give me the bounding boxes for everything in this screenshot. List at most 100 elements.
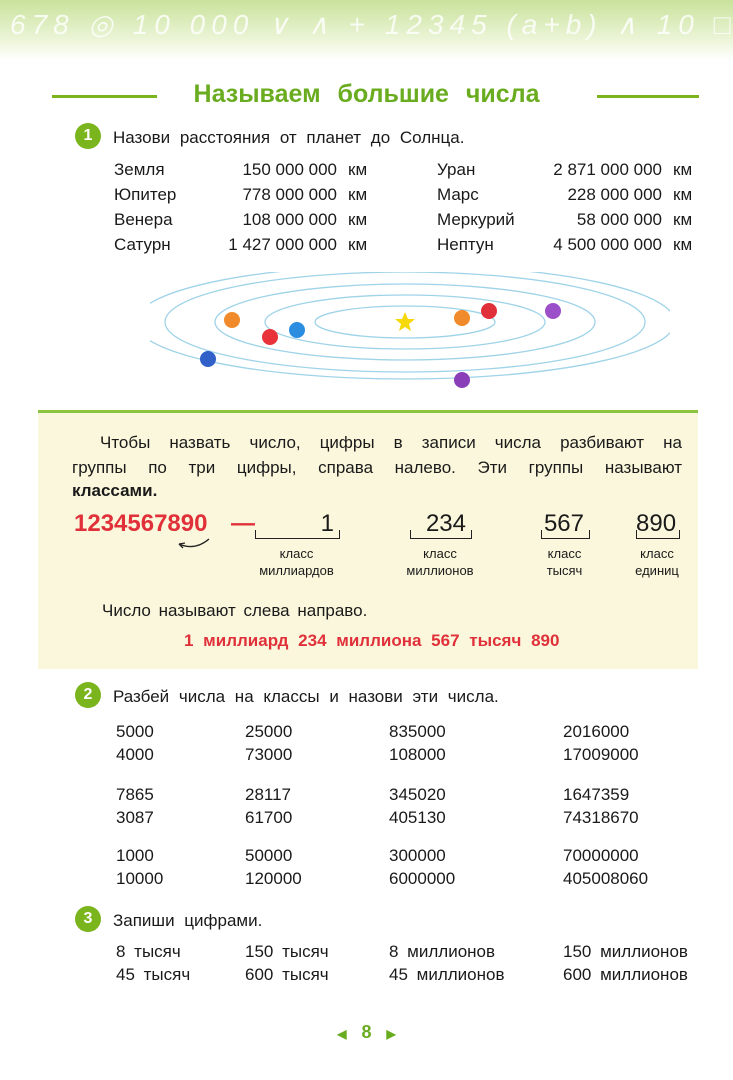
task1-text: Назови расстояния от планет до Солнца. bbox=[113, 128, 465, 147]
planet-name: Сатурн bbox=[114, 235, 171, 254]
number-item: 835000 bbox=[389, 722, 446, 741]
class-label: класс bbox=[423, 546, 457, 561]
number-item: 120000 bbox=[245, 869, 302, 888]
solar-system-illustration bbox=[150, 272, 670, 388]
task-number-2: 2 bbox=[75, 682, 101, 708]
class-name: миллиардов bbox=[259, 563, 334, 578]
planet-name: Нептун bbox=[437, 235, 494, 254]
class-name: тысяч bbox=[546, 563, 583, 578]
number-item: 73000 bbox=[245, 745, 293, 764]
class-bracket bbox=[541, 530, 590, 539]
planet-distance: 58 000 000 bbox=[576, 210, 662, 229]
word-number-item: 150 миллионов bbox=[563, 942, 688, 961]
title-rule-right bbox=[597, 95, 699, 98]
page-number-text: 8 bbox=[361, 1022, 372, 1042]
task-number-3: 3 bbox=[75, 906, 101, 932]
class-bracket bbox=[636, 530, 680, 539]
planet-name: Земля bbox=[114, 160, 165, 179]
class-label: класс bbox=[279, 546, 314, 561]
planet-name: Уран bbox=[437, 160, 476, 179]
rule-box: Чтобы назвать число, цифры в записи числ… bbox=[38, 410, 698, 669]
unit-km: км bbox=[348, 235, 368, 254]
word-number-item: 150 тысяч bbox=[245, 942, 329, 961]
class-digits: 567 bbox=[543, 510, 584, 537]
number-item: 50000 bbox=[245, 846, 293, 865]
number-item: 17009000 bbox=[563, 745, 639, 764]
decorative-math-pattern: 678 ◎ 10 000 ∨ ∧ + 12345 (a+b) ∧ 10 □ bbox=[10, 9, 733, 40]
class-name: миллионов bbox=[406, 563, 474, 578]
planet-name: Юпитер bbox=[114, 185, 177, 204]
planet bbox=[454, 372, 470, 388]
planet bbox=[224, 312, 240, 328]
task2-text: Разбей числа на классы и назови эти числ… bbox=[113, 687, 499, 706]
number-item: 2016000 bbox=[563, 722, 630, 741]
planet-name: Меркурий bbox=[437, 210, 515, 229]
number-item: 5000 bbox=[116, 722, 154, 741]
number-item: 405008060 bbox=[563, 869, 649, 888]
number-item: 405130 bbox=[389, 808, 446, 827]
number-item: 6000000 bbox=[389, 869, 456, 888]
number-reading: 1 миллиард 234 миллиона 567 тысяч 890 bbox=[184, 631, 560, 650]
class-digits: 234 bbox=[425, 510, 466, 537]
page-number: ◀ 8 ▶ bbox=[0, 1022, 733, 1043]
class-digits: 1 bbox=[320, 510, 334, 537]
rule-line-1: Чтобы назвать число, цифры в записи числ… bbox=[100, 433, 682, 452]
number-item: 7865 bbox=[116, 785, 154, 804]
class-label: класс bbox=[547, 546, 582, 561]
number-item: 28117 bbox=[245, 785, 292, 804]
number-item: 25000 bbox=[245, 722, 293, 741]
planet bbox=[545, 303, 561, 319]
page-title: Называем большие числа bbox=[193, 80, 540, 108]
rule-line-2: группы по три цифры, справа налево. Эти … bbox=[72, 458, 682, 477]
word-number-item: 600 миллионов bbox=[563, 965, 688, 984]
number-item: 1000 bbox=[116, 846, 154, 865]
number-item: 61700 bbox=[245, 808, 293, 827]
planet-distance: 108 000 000 bbox=[242, 210, 337, 229]
planet bbox=[262, 329, 278, 345]
word-number-item: 8 миллионов bbox=[389, 942, 496, 961]
right-to-left-arrow-icon bbox=[178, 538, 210, 549]
task3-text: Запиши цифрами. bbox=[113, 911, 263, 930]
unit-km: км bbox=[348, 210, 368, 229]
number-item: 4000 bbox=[116, 745, 154, 764]
rule-line-3: классами. bbox=[72, 481, 158, 500]
next-arrow-icon: ▶ bbox=[386, 1027, 396, 1041]
planet bbox=[200, 351, 216, 367]
number-item: 70000000 bbox=[563, 846, 639, 865]
planet-name: Марс bbox=[437, 185, 479, 204]
planet-distance: 228 000 000 bbox=[567, 185, 662, 204]
title-rule-left bbox=[52, 95, 157, 98]
example-number: 1234567890 bbox=[74, 510, 208, 537]
number-item: 108000 bbox=[389, 745, 446, 764]
task-number-1: 1 bbox=[75, 123, 101, 149]
planet-distance: 150 000 000 bbox=[242, 160, 337, 179]
dash: — bbox=[231, 510, 255, 537]
planet bbox=[289, 322, 305, 338]
prev-arrow-icon: ◀ bbox=[337, 1027, 347, 1041]
planet bbox=[454, 310, 470, 326]
word-number-item: 45 тысяч bbox=[116, 965, 191, 984]
unit-km: км bbox=[673, 185, 693, 204]
number-item: 300000 bbox=[389, 846, 446, 865]
number-item: 345020 bbox=[389, 785, 446, 804]
unit-km: км bbox=[348, 185, 368, 204]
unit-km: км bbox=[673, 210, 693, 229]
planet-distance: 4 500 000 000 bbox=[553, 235, 662, 254]
number-item: 10000 bbox=[116, 869, 164, 888]
word-number-item: 45 миллионов bbox=[389, 965, 505, 984]
planet-distance: 1 427 000 000 bbox=[228, 235, 337, 254]
unit-km: км bbox=[673, 235, 693, 254]
planet-distance: 778 000 000 bbox=[242, 185, 337, 204]
number-item: 1647359 bbox=[563, 785, 630, 804]
header-band bbox=[0, 0, 733, 60]
class-name: единиц bbox=[635, 563, 679, 578]
planet-name: Венера bbox=[114, 210, 173, 229]
unit-km: км bbox=[673, 160, 693, 179]
orbits bbox=[150, 272, 670, 380]
unit-km: км bbox=[348, 160, 368, 179]
class-bracket bbox=[410, 530, 472, 539]
word-number-item: 600 тысяч bbox=[245, 965, 329, 984]
planet-distance: 2 871 000 000 bbox=[553, 160, 662, 179]
class-digits: 890 bbox=[636, 510, 677, 537]
